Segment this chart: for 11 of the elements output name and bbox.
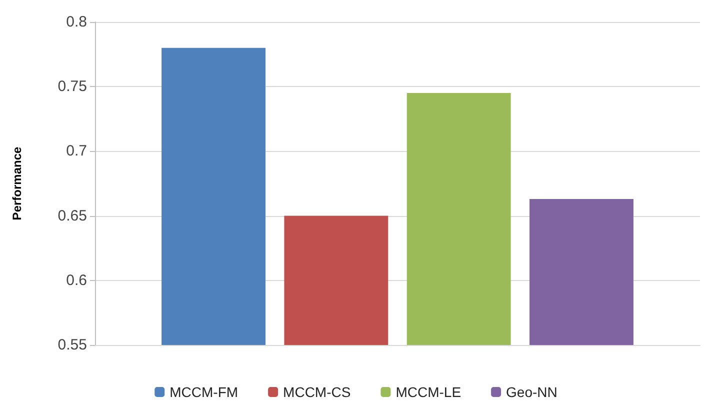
legend-label: MCCM-CS — [283, 384, 351, 400]
legend-label: MCCM-LE — [396, 384, 462, 400]
legend-label: MCCM-FM — [170, 384, 238, 400]
y-tick-label: 0.6 — [66, 272, 87, 289]
y-tick-label: 0.7 — [66, 142, 87, 160]
y-tick-label: 0.75 — [58, 78, 87, 96]
y-tick-label: 0.65 — [58, 207, 87, 224]
legend-label: Geo-NN — [506, 384, 558, 400]
y-tick-label: 0.8 — [66, 14, 87, 30]
y-axis-title: Performance — [10, 146, 24, 220]
y-tick-label: 0.55 — [58, 336, 87, 354]
